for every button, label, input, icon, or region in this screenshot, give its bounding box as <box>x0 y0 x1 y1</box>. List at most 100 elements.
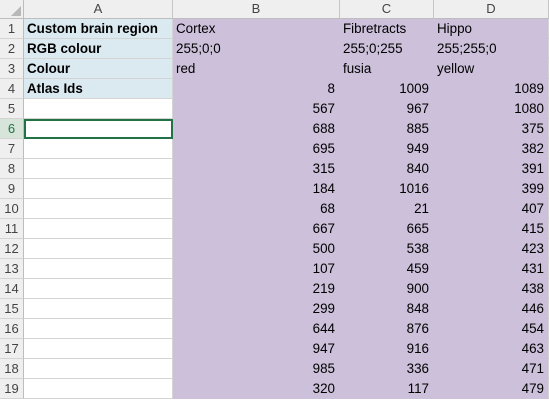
row-header[interactable]: 1 <box>0 19 24 39</box>
row-header[interactable]: 10 <box>0 199 24 219</box>
cell-d8[interactable]: 391 <box>434 159 549 179</box>
cell-c13[interactable]: 459 <box>340 259 434 279</box>
row-header[interactable]: 15 <box>0 299 24 319</box>
cell-a6[interactable] <box>24 119 173 139</box>
cell-d4[interactable]: 1089 <box>434 79 549 99</box>
cell-d13[interactable]: 431 <box>434 259 549 279</box>
cell-c18[interactable]: 336 <box>340 359 434 379</box>
row-header[interactable]: 4 <box>0 79 24 99</box>
cell-c3[interactable]: fusia <box>340 59 434 79</box>
cell-b14[interactable]: 219 <box>173 279 340 299</box>
cell-a8[interactable] <box>24 159 173 179</box>
cell-d12[interactable]: 423 <box>434 239 549 259</box>
row-header[interactable]: 11 <box>0 219 24 239</box>
cell-a12[interactable] <box>24 239 173 259</box>
row-header[interactable]: 18 <box>0 359 24 379</box>
row-header[interactable]: 8 <box>0 159 24 179</box>
cell-b9[interactable]: 184 <box>173 179 340 199</box>
cell-c2[interactable]: 255;0;255 <box>340 39 434 59</box>
cell-c7[interactable]: 949 <box>340 139 434 159</box>
cell-a17[interactable] <box>24 339 173 359</box>
cell-c8[interactable]: 840 <box>340 159 434 179</box>
cell-d7[interactable]: 382 <box>434 139 549 159</box>
cell-d9[interactable]: 399 <box>434 179 549 199</box>
cell-a16[interactable] <box>24 319 173 339</box>
cell-a4[interactable]: Atlas Ids <box>24 79 173 99</box>
cell-b7[interactable]: 695 <box>173 139 340 159</box>
cell-a2[interactable]: RGB colour <box>24 39 173 59</box>
cell-d18[interactable]: 471 <box>434 359 549 379</box>
cell-b4[interactable]: 8 <box>173 79 340 99</box>
cell-a11[interactable] <box>24 219 173 239</box>
cell-c16[interactable]: 876 <box>340 319 434 339</box>
cell-a10[interactable] <box>24 199 173 219</box>
cell-d11[interactable]: 415 <box>434 219 549 239</box>
row-header[interactable]: 16 <box>0 319 24 339</box>
cell-a15[interactable] <box>24 299 173 319</box>
cell-a13[interactable] <box>24 259 173 279</box>
cell-b13[interactable]: 107 <box>173 259 340 279</box>
cell-b5[interactable]: 567 <box>173 99 340 119</box>
cell-c10[interactable]: 21 <box>340 199 434 219</box>
cell-b2[interactable]: 255;0;0 <box>173 39 340 59</box>
cell-d6[interactable]: 375 <box>434 119 549 139</box>
cell-b11[interactable]: 667 <box>173 219 340 239</box>
cell-c15[interactable]: 848 <box>340 299 434 319</box>
cell-a3[interactable]: Colour <box>24 59 173 79</box>
cell-a18[interactable] <box>24 359 173 379</box>
cell-a14[interactable] <box>24 279 173 299</box>
row-header[interactable]: 17 <box>0 339 24 359</box>
column-header-b[interactable]: B <box>173 0 340 19</box>
cell-c1[interactable]: Fibretracts <box>340 19 434 39</box>
cell-b6[interactable]: 688 <box>173 119 340 139</box>
cell-d16[interactable]: 454 <box>434 319 549 339</box>
cell-d3[interactable]: yellow <box>434 59 549 79</box>
cell-d2[interactable]: 255;255;0 <box>434 39 549 59</box>
cell-a1[interactable]: Custom brain region <box>24 19 173 39</box>
cell-b15[interactable]: 299 <box>173 299 340 319</box>
row-header[interactable]: 6 <box>0 119 24 139</box>
cell-b3[interactable]: red <box>173 59 340 79</box>
cell-c14[interactable]: 900 <box>340 279 434 299</box>
cell-c5[interactable]: 967 <box>340 99 434 119</box>
cell-d17[interactable]: 463 <box>434 339 549 359</box>
cell-a5[interactable] <box>24 99 173 119</box>
cell-c19[interactable]: 117 <box>340 379 434 399</box>
cell-c12[interactable]: 538 <box>340 239 434 259</box>
row-header[interactable]: 7 <box>0 139 24 159</box>
column-header-d[interactable]: D <box>434 0 549 19</box>
row-header[interactable]: 14 <box>0 279 24 299</box>
cell-b16[interactable]: 644 <box>173 319 340 339</box>
cell-b17[interactable]: 947 <box>173 339 340 359</box>
cell-b1[interactable]: Cortex <box>173 19 340 39</box>
cell-b12[interactable]: 500 <box>173 239 340 259</box>
select-all-corner[interactable] <box>0 0 24 19</box>
cell-c17[interactable]: 916 <box>340 339 434 359</box>
row-header[interactable]: 12 <box>0 239 24 259</box>
row-header[interactable]: 13 <box>0 259 24 279</box>
row-header[interactable]: 9 <box>0 179 24 199</box>
cell-d19[interactable]: 479 <box>434 379 549 399</box>
cell-c6[interactable]: 885 <box>340 119 434 139</box>
cell-d14[interactable]: 438 <box>434 279 549 299</box>
cell-a9[interactable] <box>24 179 173 199</box>
row-header[interactable]: 2 <box>0 39 24 59</box>
row-header[interactable]: 19 <box>0 379 24 399</box>
column-header-a[interactable]: A <box>24 0 173 19</box>
cell-b8[interactable]: 315 <box>173 159 340 179</box>
cell-c4[interactable]: 1009 <box>340 79 434 99</box>
cell-a19[interactable] <box>24 379 173 399</box>
cell-d15[interactable]: 446 <box>434 299 549 319</box>
cell-d5[interactable]: 1080 <box>434 99 549 119</box>
row-header[interactable]: 3 <box>0 59 24 79</box>
cell-b10[interactable]: 68 <box>173 199 340 219</box>
row-header[interactable]: 5 <box>0 99 24 119</box>
cell-d10[interactable]: 407 <box>434 199 549 219</box>
cell-a7[interactable] <box>24 139 173 159</box>
cell-d1[interactable]: Hippo <box>434 19 549 39</box>
cell-c11[interactable]: 665 <box>340 219 434 239</box>
cell-c9[interactable]: 1016 <box>340 179 434 199</box>
column-header-c[interactable]: C <box>340 0 434 19</box>
cell-b18[interactable]: 985 <box>173 359 340 379</box>
cell-b19[interactable]: 320 <box>173 379 340 399</box>
